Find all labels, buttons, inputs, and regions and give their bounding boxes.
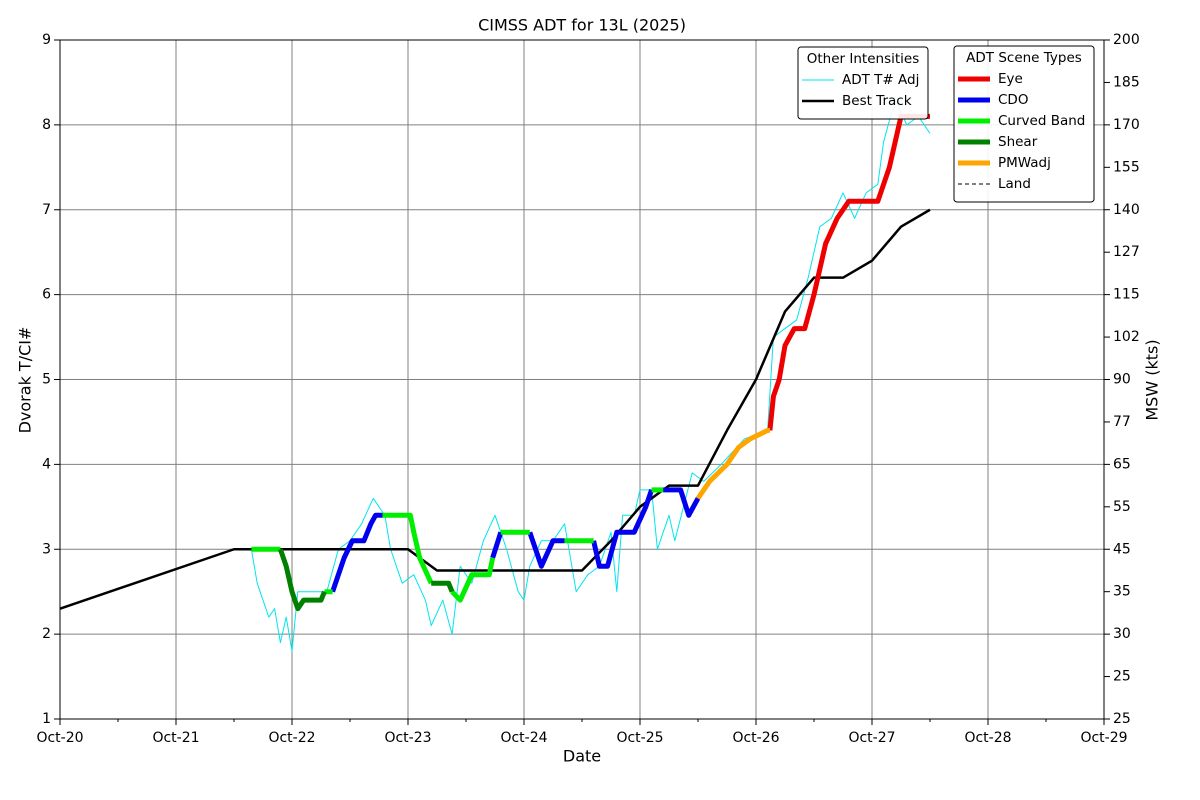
legend-label: Best Track [842,93,912,109]
series-line [59,208,931,610]
y2-tick-label: 65 [1113,456,1131,472]
series-line [767,113,930,431]
x-tick-label: Oct-27 [848,730,895,746]
series-line [251,487,664,603]
chart-title: CIMSS ADT for 13L (2025) [478,16,686,35]
y2-tick-label: 35 [1113,584,1131,600]
series-line [278,548,455,612]
y2-tick-label: 185 [1113,74,1140,90]
y2-tick-label: 155 [1113,159,1140,175]
plot-frame [59,39,1105,720]
x-tick-label: Oct-26 [732,730,779,746]
legend-label: Land [998,176,1031,192]
y2-tick-label: 90 [1113,372,1131,388]
y-tick-label: 8 [42,117,51,133]
x-tick-label: Oct-29 [1080,730,1127,746]
y2-tick-label: 140 [1113,202,1140,218]
x-tick-label: Oct-25 [616,730,663,746]
y2-axis-label: MSW (kts) [1143,339,1162,420]
y-tick-label: 6 [42,287,51,303]
x-tick-label: Oct-20 [36,730,83,746]
legend-label: Eye [998,71,1023,87]
x-tick-label: Oct-22 [268,730,315,746]
legend-title: Other Intensities [807,51,919,67]
legend-label: Curved Band [998,113,1085,129]
y-tick-label: 1 [42,711,51,727]
x-tick-label: Oct-24 [500,730,547,746]
y-tick-label: 5 [42,372,51,388]
y2-tick-label: 127 [1113,244,1140,260]
legend-label: ADT T# Adj [842,72,919,88]
y2-tick-label: 170 [1113,117,1140,133]
y2-tick-label: 30 [1113,626,1131,642]
series-line [330,487,701,593]
x-tick-label: Oct-23 [384,730,431,746]
y2-tick-label: 25 [1113,711,1131,727]
x-tick-label: Oct-28 [964,730,1011,746]
y-axis-label: Dvorak T/CI# [16,327,35,434]
legend-label: CDO [998,92,1028,108]
y2-tick-label: 25 [1113,669,1131,685]
legend-label: Shear [998,134,1038,150]
y-tick-label: 9 [42,32,51,48]
y2-tick-label: 77 [1113,414,1131,430]
y2-tick-label: 102 [1113,329,1140,345]
legend-label: PMWadj [998,155,1051,171]
x-axis-label: Date [563,747,601,766]
y-tick-label: 3 [42,541,51,557]
series-line [250,98,931,652]
legend-title: ADT Scene Types [966,50,1082,66]
series-line [695,427,771,500]
x-tick-label: Oct-21 [152,730,199,746]
y2-tick-label: 115 [1113,287,1140,303]
y-tick-label: 2 [42,626,51,642]
y-tick-label: 7 [42,202,51,218]
y2-tick-label: 200 [1113,32,1140,48]
y2-tick-label: 55 [1113,499,1131,515]
y2-tick-label: 45 [1113,541,1131,557]
y-tick-label: 4 [42,456,51,472]
